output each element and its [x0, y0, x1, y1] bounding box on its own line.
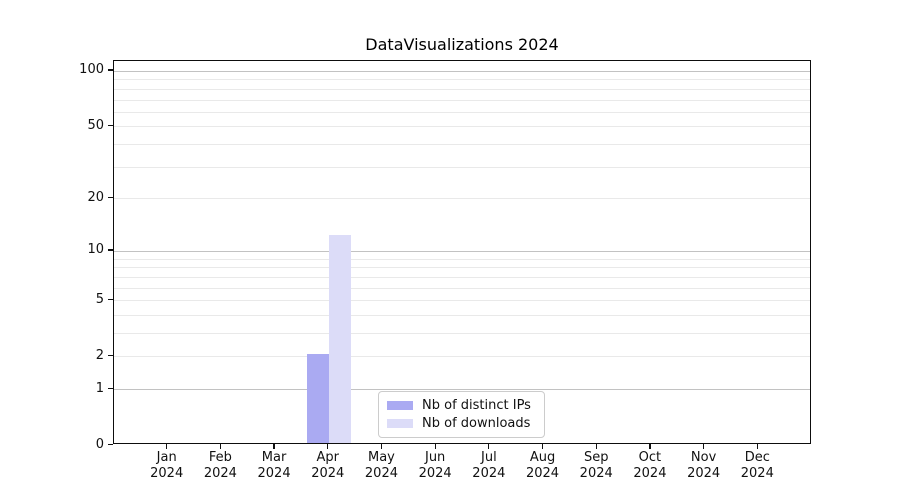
minor-gridline [114, 276, 810, 278]
x-tick-label-line: Apr [316, 450, 340, 465]
minor-gridline [114, 287, 810, 289]
x-tick-label-line: 2024 [687, 466, 721, 481]
x-axis-tick-label: Apr 2024 [296, 450, 360, 482]
x-axis-tick-label: Nov 2024 [672, 450, 736, 482]
legend-item-nb-of-distinct-ips: Nb of distinct IPs [387, 398, 536, 413]
x-tick-label-line: 2024 [364, 466, 398, 481]
y-tick-mark [108, 443, 113, 446]
x-tick-label-line: Jul [481, 450, 497, 465]
plot-area [113, 60, 811, 444]
minor-gridline [114, 258, 810, 260]
x-tick-label-line: 2024 [257, 466, 291, 481]
x-tick-label-line: Sep [583, 450, 609, 465]
major-gridline [114, 250, 810, 252]
x-tick-mark [380, 444, 383, 449]
x-tick-label-line: 2024 [311, 466, 345, 481]
minor-gridline [114, 166, 810, 168]
y-axis-tick-label: 50 [87, 117, 104, 133]
x-tick-mark [327, 444, 329, 449]
x-axis-tick-label: Aug 2024 [511, 450, 575, 482]
x-tick-label-line: Mar [261, 450, 287, 465]
legend: Nb of distinct IPs Nb of downloads [378, 391, 545, 438]
minor-gridline [114, 333, 810, 335]
minor-gridline [114, 99, 810, 101]
y-tick-mark [108, 124, 113, 127]
x-tick-label-line: 2024 [150, 466, 184, 481]
minor-gridline [114, 198, 810, 200]
y-axis-tick-label: 10 [87, 242, 104, 258]
legend-label: Nb of downloads [422, 415, 531, 431]
y-tick-mark [108, 298, 113, 300]
major-gridline [114, 70, 810, 72]
minor-gridline [114, 356, 810, 358]
y-tick-mark [108, 387, 113, 389]
x-tick-label-line: Aug [529, 450, 556, 465]
x-tick-label-line: 2024 [472, 466, 506, 481]
x-tick-label-line: Dec [744, 450, 770, 465]
y-axis-tick-label: 5 [95, 291, 104, 307]
y-axis-tick-label: 1 [95, 380, 104, 396]
x-axis-tick-label: Feb 2024 [188, 450, 252, 482]
chart-title: DataVisualizations 2024 [365, 35, 559, 54]
x-axis-tick-label: Jan 2024 [135, 450, 199, 482]
minor-gridline [114, 126, 810, 128]
x-tick-mark [434, 444, 436, 449]
x-axis-tick-label: Jun 2024 [403, 450, 467, 482]
x-tick-mark [702, 444, 705, 449]
x-tick-label-line: Feb [208, 450, 232, 465]
x-axis-tick-label: Oct 2024 [618, 450, 682, 482]
x-axis-tick-label: Jul 2024 [457, 450, 521, 482]
x-tick-mark [595, 444, 597, 449]
x-tick-label-line: 2024 [525, 466, 560, 481]
x-tick-label-line: Jun [424, 450, 446, 465]
x-tick-mark [219, 444, 222, 449]
x-axis-tick-label: Mar 2024 [242, 450, 306, 482]
minor-gridline [114, 79, 810, 81]
y-axis-tick-label: 100 [79, 62, 104, 78]
x-tick-mark [166, 444, 168, 449]
x-tick-label-line: 2024 [203, 466, 237, 481]
legend-swatch [387, 401, 413, 411]
x-tick-label-line: Jan [156, 450, 177, 465]
x-tick-label-line: Nov [690, 450, 717, 465]
y-axis-tick-label: 0 [95, 437, 104, 453]
x-tick-mark [541, 444, 544, 449]
y-tick-mark [108, 249, 113, 251]
x-axis-tick-label: May 2024 [349, 450, 413, 482]
y-tick-mark [108, 196, 113, 199]
x-tick-label-line: 2024 [418, 466, 452, 481]
legend-item-nb-of-downloads: Nb of downloads [387, 416, 536, 431]
legend-label: Nb of distinct IPs [422, 398, 531, 414]
bar-nb-of-distinct-ips [306, 354, 329, 443]
x-tick-label-line: 2024 [579, 466, 613, 481]
minor-gridline [114, 267, 810, 269]
bar-nb-of-downloads [328, 235, 351, 443]
x-axis-tick-label: Sep 2024 [564, 450, 628, 482]
x-tick-mark [273, 444, 275, 449]
x-tick-mark [649, 444, 651, 449]
minor-gridline [114, 111, 810, 113]
minor-gridline [114, 300, 810, 302]
y-tick-mark [108, 69, 113, 71]
x-axis-tick-label: Dec 2024 [725, 450, 789, 482]
x-tick-label-line: Oct [638, 450, 662, 465]
x-tick-mark [756, 444, 758, 449]
legend-swatch [387, 418, 413, 428]
x-tick-label-line: 2024 [740, 466, 774, 481]
minor-gridline [114, 144, 810, 146]
x-tick-mark [488, 444, 490, 449]
x-tick-label-line: May [368, 450, 395, 465]
y-tick-mark [108, 354, 113, 357]
minor-gridline [114, 88, 810, 90]
y-axis-tick-label: 2 [95, 347, 104, 363]
minor-gridline [114, 314, 810, 316]
x-tick-label-line: 2024 [633, 466, 667, 481]
y-axis-tick-label: 20 [87, 189, 104, 205]
